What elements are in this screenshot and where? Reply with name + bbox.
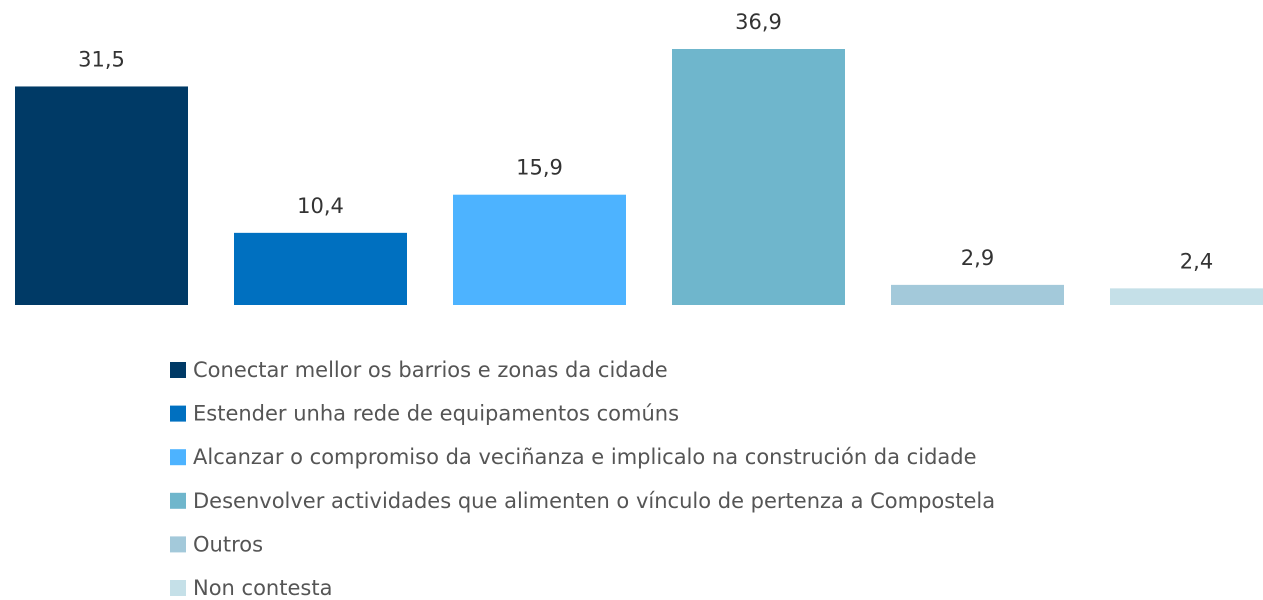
legend-label: Alcanzar o compromiso da veciñanza e imp… [193,445,977,469]
value-label: 15,9 [516,156,563,180]
legend-swatch [170,405,186,422]
value-label: 31,5 [78,47,125,71]
legend-swatch [170,492,186,509]
bar [234,232,407,305]
value-label: 10,4 [297,194,344,218]
bar [1110,288,1263,305]
legend-label: Conectar mellor os barrios e zonas da ci… [193,358,668,382]
legend-swatch [170,580,186,596]
legend-swatch [170,449,186,466]
legend-label: Non contesta [193,576,332,600]
legend-label: Estender unha rede de equipamentos común… [193,402,679,426]
bar [15,86,188,306]
bar [891,284,1064,305]
value-label: 36,9 [735,10,782,34]
legend-label: Desenvolver actividades que alimenten o … [193,489,995,513]
bar [672,49,845,305]
value-label: 2,4 [1180,249,1213,273]
legend-swatch [170,362,186,378]
bar [453,194,626,305]
value-label: 2,9 [961,246,994,270]
legend-label: Outros [193,532,263,556]
legend-swatch [170,536,186,553]
